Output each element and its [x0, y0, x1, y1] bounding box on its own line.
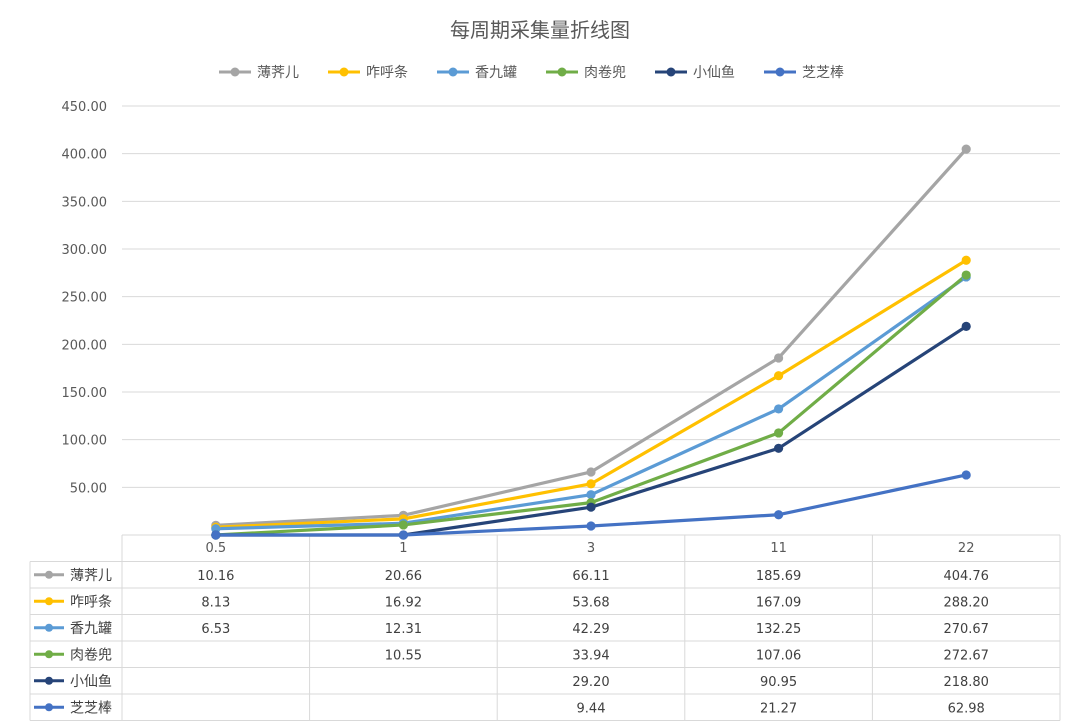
series-4-point — [774, 428, 784, 438]
series-lines — [214, 147, 968, 537]
series-5-point — [774, 443, 784, 453]
table-row-label: 小仙鱼 — [70, 673, 112, 690]
series-2-point — [586, 479, 596, 489]
legend-entry: 咋呼条 — [366, 64, 408, 81]
table-legend-marker — [45, 650, 53, 659]
legend-marker — [230, 67, 240, 77]
y-axis: 50.00 100.00 150.00 200.00 250.00 300.00 350.0… — [62, 100, 108, 496]
series-5-point — [961, 321, 971, 332]
y-tick-label: 250.00 — [62, 291, 108, 306]
y-tick-label: 200.00 — [62, 338, 108, 353]
legend-marker — [775, 67, 785, 77]
legend-entry: 肉卷兜 — [584, 65, 626, 81]
series-1-point — [961, 144, 971, 154]
table-cell: 272.67 — [943, 648, 989, 663]
x-tick-label: 11 — [770, 541, 787, 556]
series-5-point — [586, 502, 596, 512]
data-table: 0.5 1 3 11 22 薄荠儿 10.16 20.66 66.11 185.69 404.76 咋… — [29, 534, 1061, 721]
series-6-point — [774, 510, 784, 520]
y-tick-label: 150.00 — [62, 386, 108, 401]
legend-marker — [339, 67, 349, 77]
series-1-point — [586, 467, 596, 477]
series-4-point — [961, 270, 971, 280]
series-3-point — [774, 404, 784, 414]
gridlines — [122, 105, 1060, 488]
table-row-label: 芝芝棒 — [70, 700, 112, 716]
table-cell: 53.68 — [572, 595, 609, 610]
x-tick-label: 22 — [958, 541, 975, 556]
table-cell: 6.53 — [201, 622, 230, 637]
table-cell: 90.95 — [760, 675, 797, 690]
table-cell: 9.44 — [577, 701, 606, 716]
x-tick-label: 1 — [399, 541, 407, 556]
table-cell: 288.20 — [943, 595, 989, 610]
y-tick-label: 350.00 — [62, 195, 108, 210]
table-cell: 33.94 — [572, 648, 609, 663]
y-tick-label: 300.00 — [62, 243, 108, 258]
table-row-label: 肉卷兜 — [70, 647, 112, 663]
y-tick-label: 400.00 — [62, 148, 108, 163]
table-cell: 10.55 — [385, 648, 422, 663]
table-cell: 185.69 — [756, 569, 802, 584]
table-cell: 62.98 — [948, 701, 985, 716]
series-6-point — [211, 530, 221, 540]
table-cell: 404.76 — [943, 569, 989, 584]
table-cell: 12.31 — [385, 622, 422, 637]
table-cell: 132.25 — [756, 622, 802, 637]
legend: 薄荠儿 咋呼条 香九罐 肉卷兜 小仙鱼 芝芝棒 — [219, 64, 844, 81]
table-cell: 167.09 — [756, 595, 802, 610]
table-cell: 20.66 — [385, 569, 422, 584]
legend-entry: 香九罐 — [475, 65, 517, 81]
legend-marker — [666, 67, 676, 77]
legend-marker — [448, 67, 458, 77]
table-row-label: 薄荠儿 — [70, 568, 112, 584]
series-2-point — [961, 255, 971, 265]
y-tick-label: 450.00 — [62, 100, 108, 115]
y-tick-label: 50.00 — [70, 481, 107, 496]
table-cell: 66.11 — [572, 569, 609, 584]
table-cell: 8.13 — [201, 595, 230, 610]
table-row-label: 香九罐 — [70, 621, 112, 637]
legend-entry: 小仙鱼 — [693, 64, 735, 81]
table-cell: 270.67 — [943, 622, 989, 637]
table-cell: 16.92 — [385, 595, 422, 610]
table-cell: 42.29 — [572, 622, 609, 637]
series-points — [211, 144, 971, 540]
table-legend-marker — [45, 623, 53, 632]
legend-entry: 薄荠儿 — [257, 65, 299, 81]
series-4-point — [398, 520, 408, 530]
table-legend-marker — [45, 570, 53, 579]
table-cell: 10.16 — [197, 569, 234, 584]
table-row-label: 咋呼条 — [70, 593, 112, 610]
table-cell: 29.20 — [572, 675, 609, 690]
table-cell: 218.80 — [943, 675, 989, 690]
x-tick-label: 0.5 — [205, 541, 226, 556]
table-legend-marker — [45, 597, 53, 606]
series-1-point — [774, 353, 784, 363]
chart-title: 每周期采集量折线图 — [450, 18, 630, 42]
x-tick-label: 3 — [587, 541, 595, 556]
series-3-point — [586, 490, 596, 500]
series-6-point — [398, 530, 408, 540]
table-legend-marker — [45, 703, 53, 712]
table-legend-marker — [45, 676, 53, 685]
table-cell: 21.27 — [760, 701, 797, 716]
series-6-point — [586, 521, 596, 531]
y-tick-label: 100.00 — [62, 434, 108, 449]
series-2-point — [774, 371, 784, 381]
legend-marker — [557, 67, 567, 77]
series-6-point — [961, 470, 971, 480]
legend-entry: 芝芝棒 — [802, 65, 844, 81]
table-cell: 107.06 — [756, 648, 802, 663]
